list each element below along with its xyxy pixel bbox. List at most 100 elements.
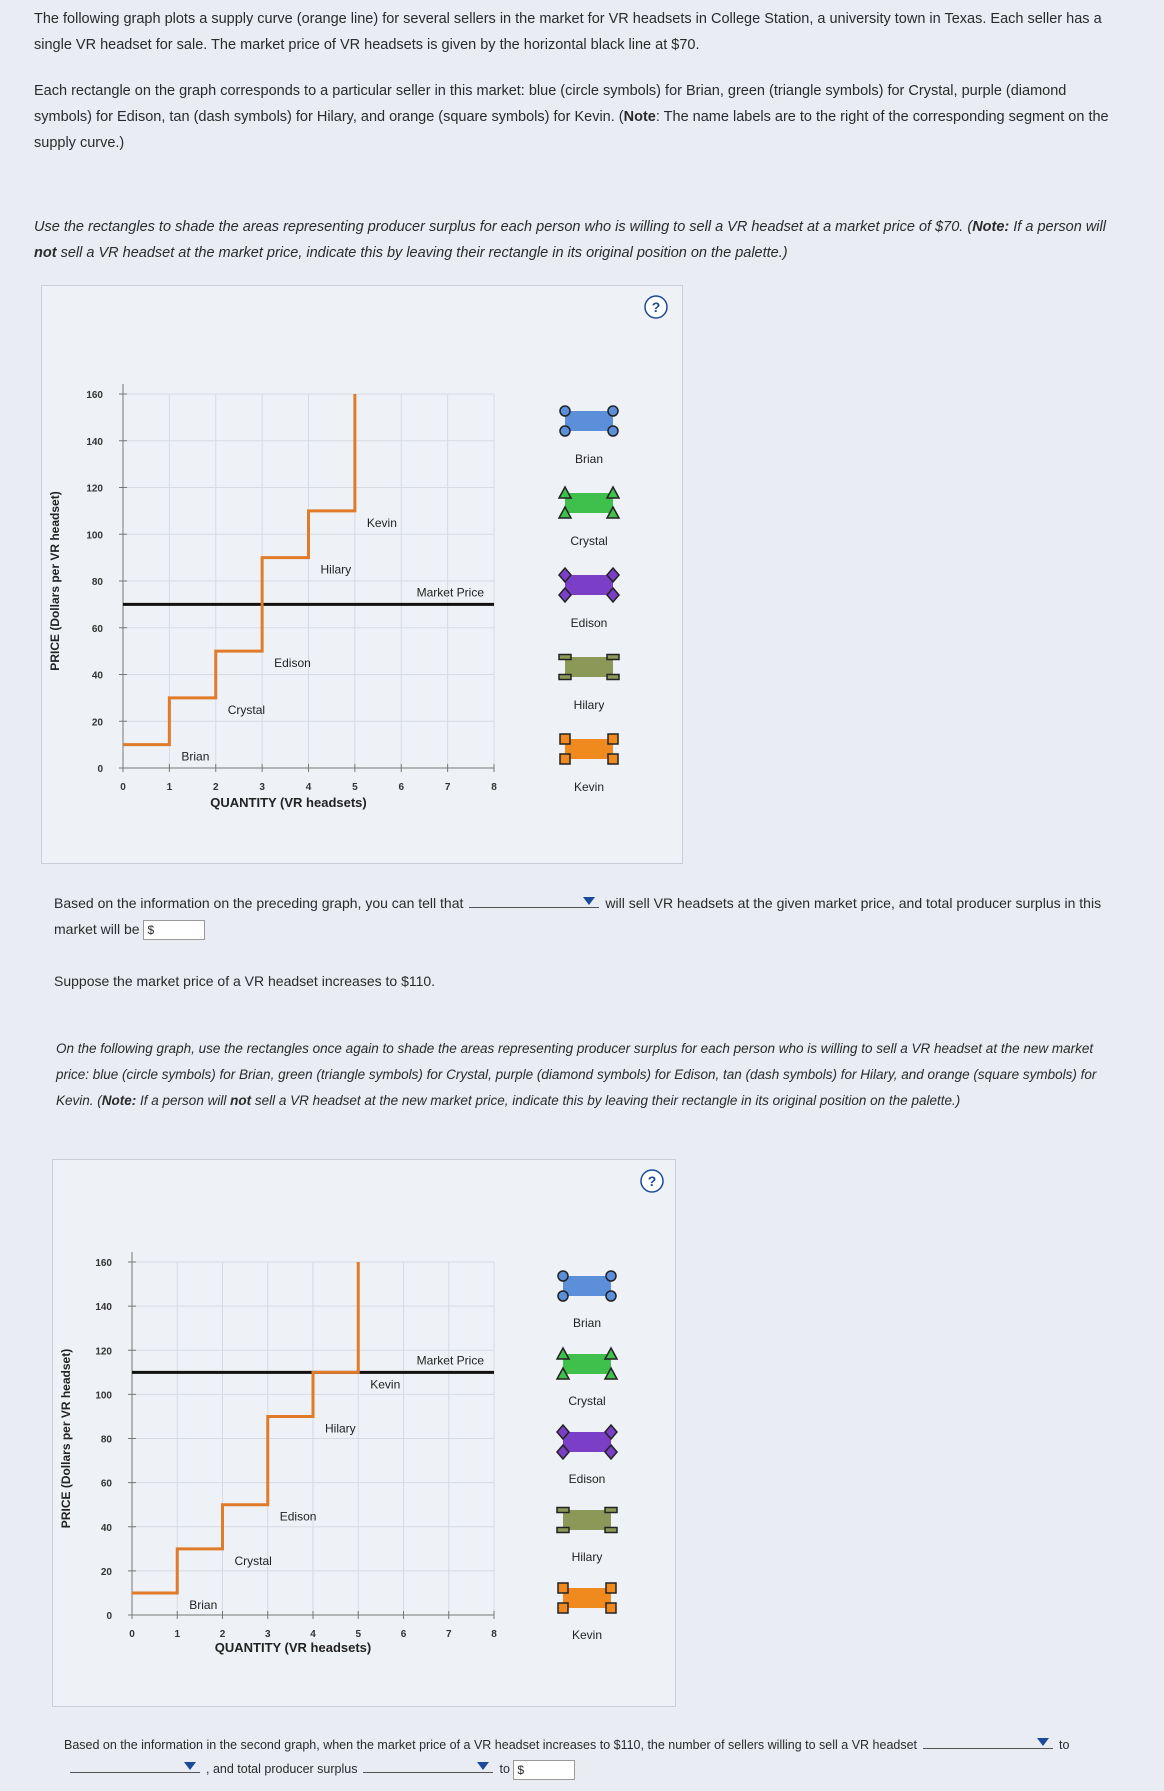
segment-label: Brian [181, 750, 209, 764]
paragraph-text: Use the rectangles to shade the areas re… [34, 219, 973, 235]
answer-input[interactable]: $ [513, 1759, 576, 1780]
palette-rectangle[interactable] [565, 575, 613, 595]
segment-label: Edison [274, 656, 311, 670]
palette-rectangle[interactable] [563, 1276, 611, 1296]
task-1: Use the rectangles to shade the areas re… [34, 214, 1124, 266]
palette-symbol [606, 673, 620, 681]
palette-symbol [557, 1582, 569, 1594]
dropdown[interactable] [363, 1756, 494, 1773]
palette-symbol [555, 1366, 571, 1380]
segment-label: Hilary [325, 1421, 356, 1435]
palette-symbol [559, 405, 571, 417]
palette-rectangle[interactable] [565, 657, 613, 677]
x-tick-label: 6 [398, 782, 404, 793]
dropdown[interactable] [70, 1756, 200, 1773]
palette-rectangle[interactable] [565, 493, 613, 513]
segment-label: Crystal [228, 703, 265, 717]
palette-symbol [558, 586, 572, 604]
palette-symbol [607, 733, 619, 745]
y-tick-label: 80 [101, 1435, 113, 1446]
supply-curve [123, 394, 357, 747]
help-icon-text: ? [648, 1173, 657, 1189]
palette-symbol [557, 1290, 569, 1302]
palette-rectangle[interactable] [563, 1510, 611, 1530]
x-tick-label: 8 [491, 1629, 497, 1640]
palette-symbol [607, 753, 619, 765]
paragraph-text: If a person will [1009, 219, 1106, 235]
palette-symbol [605, 1582, 617, 1594]
palette-symbol [558, 673, 572, 681]
x-tick-label: 0 [120, 782, 126, 793]
y-tick-label: 160 [86, 390, 103, 401]
palette-label: Hilary [572, 1550, 603, 1564]
question-text: will sell VR headsets at the given marke… [54, 895, 1102, 937]
dropdown[interactable] [469, 891, 600, 908]
palette-rectangle[interactable] [563, 1354, 611, 1374]
palette-label: Brian [575, 452, 603, 466]
palette-symbol [605, 505, 621, 519]
palette-symbol [604, 1526, 618, 1534]
paragraph-text: Suppose the market price of a VR headset… [54, 973, 436, 989]
palette-symbol [606, 566, 620, 584]
answer-input[interactable]: $ [143, 920, 206, 941]
help-icon-text: ? [652, 299, 661, 315]
palette-symbol [603, 1366, 619, 1380]
palette-symbol [605, 485, 621, 499]
x-tick-label: 3 [259, 782, 265, 793]
market-price-label: Market Price [417, 585, 485, 599]
dropdown[interactable] [923, 1732, 1054, 1749]
segment-label: Crystal [235, 1554, 272, 1568]
x-tick-label: 0 [129, 1629, 135, 1640]
palette-symbol [556, 1506, 570, 1514]
paragraph-text: If a person will [136, 1093, 231, 1108]
paragraph-text: sell a VR headset at the new market pric… [251, 1093, 961, 1108]
help-icon[interactable] [640, 1169, 664, 1193]
palette-rectangle[interactable] [563, 1588, 611, 1608]
graph-panel: ? 0 20 40 60 80 100 120 140 160 0 1 2 3 4 5 6 7 8 QUANTITY … [41, 285, 683, 864]
palette-symbol [606, 586, 620, 604]
help-icon[interactable] [644, 295, 668, 319]
y-tick-label: 60 [92, 624, 104, 635]
y-tick-label: 140 [86, 437, 103, 448]
palette-rectangle[interactable] [565, 739, 613, 759]
palette-rectangle[interactable] [565, 411, 613, 431]
x-tick-label: 8 [491, 782, 497, 793]
x-tick-label: 4 [306, 782, 312, 793]
palette-symbol [557, 1602, 569, 1614]
palette-symbol [559, 753, 571, 765]
segment-label: Hilary [321, 563, 352, 577]
x-tick-label: 5 [352, 782, 358, 793]
y-tick-label: 40 [101, 1523, 113, 1534]
palette-label: Hilary [574, 698, 605, 712]
y-tick-label: 0 [97, 764, 103, 775]
palette-label: Crystal [570, 534, 607, 548]
segment-label: Kevin [370, 1377, 400, 1391]
paragraph-text: The following graph plots a supply curve… [34, 11, 1102, 53]
question-text: , and total producer surplus [206, 1762, 358, 1776]
y-tick-label: 80 [92, 577, 104, 588]
palette-label: Edison [569, 1472, 606, 1486]
market-price-label: Market Price [417, 1353, 485, 1367]
chart: ? 0 20 40 60 80 100 120 140 160 0 1 2 3 4 5 6 7 8 QUANTITY … [59, 1169, 664, 1655]
palette-symbol [557, 505, 573, 519]
x-tick-label: 3 [265, 1629, 271, 1640]
palette-symbol [607, 425, 619, 437]
y-tick-label: 120 [86, 484, 103, 495]
palette-rectangle[interactable] [563, 1432, 611, 1452]
x-tick-label: 1 [174, 1629, 180, 1640]
x-tick-label: 2 [213, 782, 219, 793]
palette-symbol [605, 1290, 617, 1302]
y-tick-label: 140 [95, 1302, 112, 1313]
question-1: Based on the information on the precedin… [54, 890, 1104, 942]
y-tick-label: 100 [86, 530, 103, 541]
paragraph-text: not [34, 245, 57, 261]
palette-symbol [605, 1270, 617, 1282]
palette-symbol [557, 485, 573, 499]
x-axis-title: QUANTITY (VR headsets) [215, 1640, 372, 1655]
palette-symbol [559, 425, 571, 437]
scenario: Suppose the market price of a VR headset… [54, 968, 1144, 994]
y-axis-title: PRICE (Dollars per VR headset) [48, 491, 62, 670]
task-2: On the following graph, use the rectangl… [56, 1036, 1116, 1114]
palette-symbol [604, 1443, 618, 1461]
